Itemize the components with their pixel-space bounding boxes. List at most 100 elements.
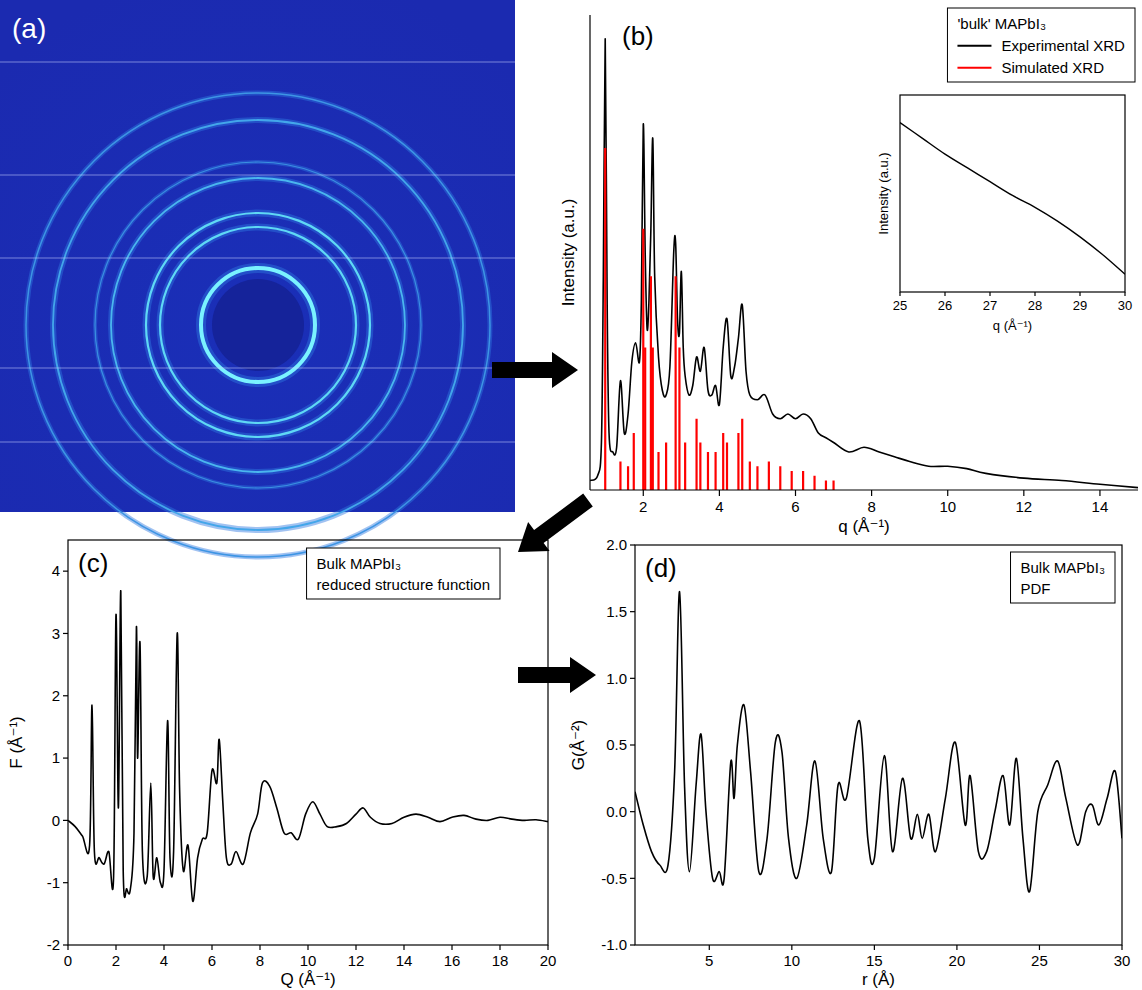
- x-tick: [874, 945, 875, 950]
- x-tick-label: 16: [444, 952, 461, 969]
- legend-frame: [947, 8, 1135, 82]
- diffraction-ring: [146, 213, 370, 437]
- x-tick-label: 8: [867, 498, 875, 515]
- x-tick-label: 18: [492, 952, 509, 969]
- stem-bar: [741, 419, 743, 490]
- x-tick-label: 30: [1114, 952, 1131, 969]
- legend-label: Experimental XRD: [1001, 37, 1125, 54]
- x-tick: [944, 292, 945, 296]
- x-tick-label: 0: [64, 952, 72, 969]
- diffraction-ring: [26, 93, 490, 557]
- figure: (a)2468101214q (Å⁻¹)Intensity (a.u.)'bul…: [0, 0, 1142, 990]
- y-tick-label: -0.5: [601, 870, 627, 887]
- y-tick: [630, 678, 635, 679]
- plot-data: [900, 123, 1125, 275]
- x-tick: [795, 490, 796, 496]
- x-tick-label: 30: [1118, 298, 1132, 313]
- x-tick: [1039, 945, 1040, 950]
- ring-glow: [111, 178, 405, 472]
- y-tick-label: 3: [52, 625, 60, 642]
- x-tick-label: 5: [705, 952, 713, 969]
- stem-bar: [749, 462, 751, 491]
- ring-glow: [160, 227, 356, 423]
- x-tick: [871, 490, 872, 496]
- x-axis-line: [590, 489, 1138, 490]
- y-tick-label: 1: [52, 749, 60, 766]
- y-tick: [630, 544, 635, 545]
- y-tick-label: -2: [47, 936, 60, 953]
- stem-bar: [642, 229, 644, 490]
- panel-label: (c): [78, 548, 108, 578]
- stem-bar: [768, 462, 770, 491]
- stem-bar: [619, 462, 621, 491]
- x-tick: [1079, 292, 1080, 296]
- y-tick: [63, 820, 68, 821]
- data-line: [68, 591, 548, 902]
- y-tick-label: 0.0: [606, 803, 627, 820]
- stem-bar: [722, 433, 724, 490]
- ring-glow: [26, 93, 490, 557]
- diffraction-ring: [95, 162, 421, 488]
- stem-bar: [707, 452, 709, 490]
- x-tick: [1034, 292, 1035, 296]
- panel-b: 2468101214q (Å⁻¹)Intensity (a.u.)'bulk' …: [559, 8, 1138, 536]
- y-tick-label: 0: [52, 812, 60, 829]
- plot-frame: [635, 545, 1122, 945]
- x-axis-title: q (Å⁻¹): [993, 318, 1032, 333]
- x-tick-label: 25: [1031, 952, 1048, 969]
- y-tick: [630, 878, 635, 879]
- stem-bar: [737, 433, 739, 490]
- ring-glow: [95, 162, 421, 488]
- x-tick-label: 20: [540, 952, 557, 969]
- stem-bar: [726, 443, 728, 491]
- legend-swatch: [957, 67, 991, 69]
- data-line: [900, 123, 1125, 275]
- ring-glow: [201, 268, 315, 382]
- x-tick-label: 12: [1015, 498, 1032, 515]
- y-tick-label: -1: [47, 874, 60, 891]
- stem-bar: [695, 419, 697, 490]
- data-line: [590, 39, 1138, 488]
- x-tick-label: 12: [348, 952, 365, 969]
- x-tick-label: 10: [939, 498, 956, 515]
- detector-gap: [0, 62, 515, 63]
- y-axis-line: [589, 15, 590, 490]
- legend-title: Bulk MAPbI₃: [1021, 559, 1105, 576]
- x-tick: [499, 945, 500, 950]
- x-tick-label: 26: [938, 298, 952, 313]
- x-tick: [451, 945, 452, 950]
- x-tick: [1124, 292, 1125, 296]
- detector-background: [0, 0, 515, 512]
- y-tick: [63, 571, 68, 572]
- y-tick-label: 2: [52, 687, 60, 704]
- y-tick-label: 0.5: [606, 736, 627, 753]
- plot-data: [635, 592, 1122, 892]
- x-tick: [791, 945, 792, 950]
- diffraction-ring: [201, 268, 315, 382]
- ring-glow: [53, 120, 463, 530]
- legend-title: Bulk MAPbI₃: [317, 555, 401, 572]
- x-tick-label: 27: [983, 298, 997, 313]
- ring-glow: [146, 213, 370, 437]
- plot-frame: [900, 95, 1125, 292]
- stem-bar: [652, 348, 654, 491]
- stem-bar: [627, 466, 629, 490]
- panel-label: (a): [12, 13, 46, 44]
- x-tick: [1099, 490, 1100, 496]
- x-tick: [355, 945, 356, 950]
- diffraction-ring: [53, 120, 463, 530]
- x-tick-label: 28: [1028, 298, 1042, 313]
- detector-gap: [0, 175, 515, 176]
- y-axis-title: F (Å⁻¹): [7, 716, 26, 768]
- y-tick: [630, 944, 635, 945]
- x-tick: [163, 945, 164, 950]
- stem-bar: [604, 148, 606, 490]
- y-tick: [63, 757, 68, 758]
- x-tick: [67, 945, 68, 950]
- y-tick: [630, 744, 635, 745]
- y-tick-label: 1.5: [606, 603, 627, 620]
- x-tick: [1121, 945, 1122, 950]
- x-tick-label: 2: [112, 952, 120, 969]
- diffraction-ring: [111, 178, 405, 472]
- x-tick: [115, 945, 116, 950]
